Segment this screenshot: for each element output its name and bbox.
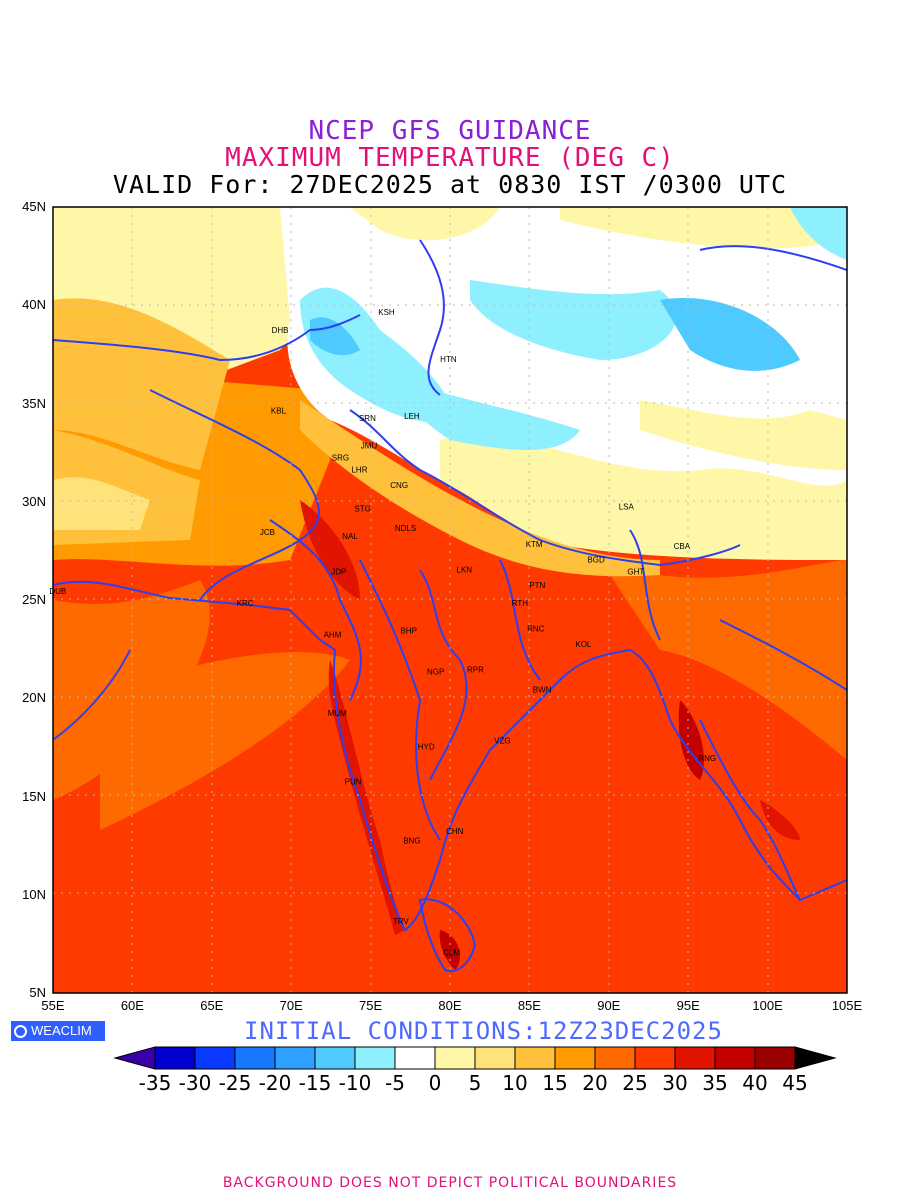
- city-label: NGP: [427, 668, 444, 677]
- city-label: KBL: [271, 406, 287, 415]
- city-label: KSH: [378, 308, 395, 317]
- temperature-field: [53, 207, 847, 993]
- colorbar-label: 30: [662, 1071, 688, 1095]
- lat-tick-label: 25N: [22, 592, 46, 607]
- city-label: BHP: [400, 626, 416, 635]
- colorbar-label: 0: [428, 1071, 442, 1095]
- city-label: JMU: [361, 442, 378, 451]
- city-label: KRC: [237, 599, 254, 608]
- lon-tick-label: 80E: [438, 998, 462, 1013]
- logo-text: WEACLIM: [31, 1023, 92, 1038]
- colorbar-label: 20: [582, 1071, 608, 1095]
- city-label: KOL: [575, 640, 592, 649]
- lat-tick-label: 5N: [29, 985, 46, 1000]
- city-label: RTH: [512, 599, 529, 608]
- city-label: BGD: [587, 556, 605, 565]
- city-label: VZG: [494, 736, 510, 745]
- colorbar-label: 10: [502, 1071, 528, 1095]
- initial-conditions: INITIAL CONDITIONS:12Z23DEC2025: [244, 1017, 723, 1045]
- lat-tick-label: 10N: [22, 886, 46, 902]
- colorbar-label: 40: [742, 1071, 768, 1095]
- lon-tick-label: 75E: [359, 998, 383, 1013]
- city-label: JCB: [260, 528, 275, 537]
- lat-tick-label: 40N: [22, 297, 46, 313]
- lon-tick-label: 100E: [752, 998, 783, 1013]
- colorbar-label: -25: [218, 1071, 252, 1095]
- title-line-3: VALID For: 27DEC2025 at 0830 IST /0300 U…: [112, 170, 788, 199]
- colorbar-label: 25: [622, 1071, 648, 1095]
- title-line-2: MAXIMUM TEMPERATURE (DEG C): [225, 143, 675, 173]
- city-label: PUN: [345, 778, 362, 787]
- city-label: STG: [354, 505, 370, 514]
- lon-tick-label: 85E: [517, 998, 541, 1013]
- city-label: RPR: [467, 666, 484, 675]
- colorbar-label: 5: [468, 1071, 482, 1095]
- map-frame: [52, 206, 848, 994]
- city-label: AHM: [324, 630, 342, 639]
- city-label: MUM: [328, 709, 347, 718]
- city-label: TRV: [393, 917, 410, 926]
- city-label: LKN: [457, 565, 473, 574]
- lat-tick-label: 35N: [22, 395, 46, 411]
- lon-tick-label: 95E: [676, 998, 700, 1013]
- colorbar-label: -5: [385, 1071, 405, 1095]
- city-label: DHB: [272, 326, 289, 335]
- city-label: RNG: [698, 754, 716, 763]
- city-label: LSA: [619, 503, 635, 512]
- city-label: CLM: [443, 949, 460, 958]
- colorbar-label: 35: [702, 1071, 728, 1095]
- colorbar-label: -30: [178, 1071, 212, 1095]
- lat-tick-label: 30N: [22, 493, 46, 509]
- city-label: CHN: [446, 827, 464, 836]
- weaclim-logo: WEACLIM: [11, 1021, 105, 1041]
- graticule: [53, 207, 847, 993]
- colorbar-label: -20: [258, 1071, 292, 1095]
- lon-tick-label: 65E: [200, 998, 224, 1013]
- city-label: NAL: [342, 532, 358, 541]
- lat-tick-label: 20N: [22, 690, 46, 706]
- colorbar-label: -15: [298, 1071, 332, 1095]
- city-label: BNG: [403, 837, 420, 846]
- title-line-1: NCEP GFS GUIDANCE: [308, 116, 592, 146]
- city-label: PTN: [529, 581, 545, 590]
- lon-tick-label: 55E: [41, 998, 65, 1013]
- city-label: HYD: [418, 742, 435, 751]
- lon-tick-label: 105E: [831, 998, 863, 1013]
- lat-tick-label: 45N: [22, 199, 46, 214]
- city-label: GHT: [627, 567, 644, 576]
- footer-note: BACKGROUND DOES NOT DEPICT POLITICAL BOU…: [222, 1175, 678, 1191]
- city-label: SRN: [359, 414, 376, 423]
- colorbar-label: 15: [542, 1071, 568, 1095]
- city-label: BWN: [533, 685, 552, 694]
- city-label: NDLS: [395, 524, 416, 533]
- lon-tick-label: 90E: [597, 998, 621, 1013]
- colorbar-label: 45: [782, 1071, 808, 1095]
- city-label: CNG: [390, 481, 408, 490]
- coastline-borders: [53, 239, 847, 973]
- city-label: CBA: [674, 542, 691, 551]
- lat-tick-label: 15N: [22, 788, 46, 804]
- city-label: JDP: [331, 567, 346, 576]
- city-label: SRG: [332, 453, 349, 462]
- city-label: KTM: [526, 540, 543, 549]
- city-label: RNC: [527, 624, 545, 633]
- city-label: DUB: [49, 587, 66, 596]
- colorbar-label: -10: [338, 1071, 372, 1095]
- city-label: LHR: [351, 465, 367, 474]
- city-label: HTN: [440, 355, 457, 364]
- city-label: LEH: [404, 412, 420, 421]
- lon-tick-label: 70E: [279, 998, 303, 1013]
- lon-tick-label: 60E: [120, 998, 144, 1013]
- colorbar-label: -35: [138, 1071, 172, 1095]
- logo-icon: [14, 1024, 27, 1038]
